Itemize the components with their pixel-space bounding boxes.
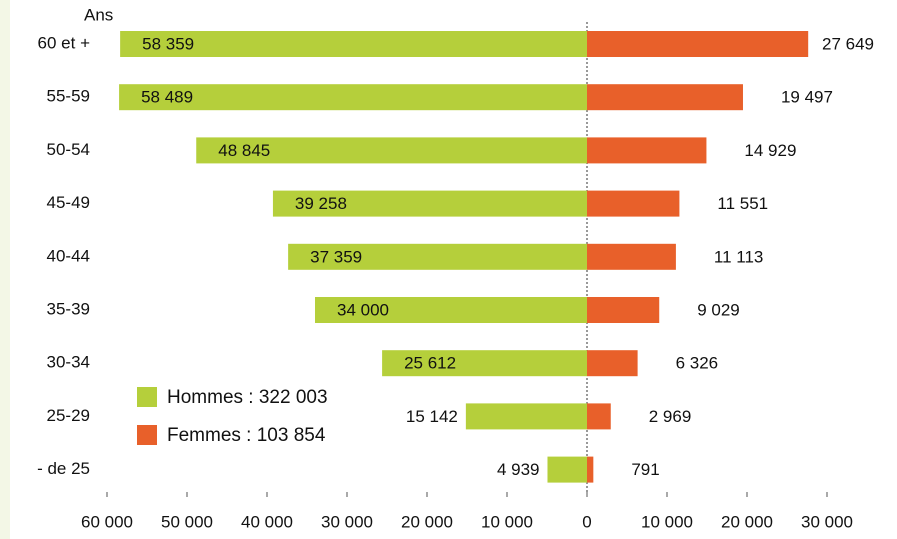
x-tick-label: 10 000 — [641, 512, 693, 531]
bar — [587, 190, 680, 217]
value-label: 2 969 — [649, 407, 692, 426]
y-tick-label: 60 et + — [38, 33, 91, 52]
bar — [587, 456, 594, 483]
x-tick-label: 30 000 — [321, 512, 373, 531]
value-label: 4 939 — [497, 460, 540, 479]
value-label: 58 489 — [141, 88, 193, 107]
side-strip — [0, 0, 10, 539]
value-label: 39 258 — [295, 194, 347, 213]
y-tick-label: 50-54 — [47, 140, 90, 159]
y-tick-label: 25-29 — [47, 406, 90, 425]
bar — [547, 456, 587, 483]
y-tick-label: - de 25 — [37, 459, 90, 478]
bar — [196, 137, 588, 164]
bar — [587, 350, 638, 377]
y-tick-label: 30-34 — [47, 353, 90, 372]
bar — [587, 403, 611, 430]
bar — [465, 403, 587, 430]
bar — [587, 31, 809, 57]
x-tick-label: 0 — [582, 512, 591, 531]
legend-swatch — [137, 425, 157, 445]
y-tick-label: 40-44 — [47, 246, 90, 265]
bar — [120, 31, 588, 57]
value-label: 25 612 — [404, 354, 456, 373]
value-label: 27 649 — [822, 34, 874, 53]
x-tick-label: 30 000 — [801, 512, 853, 531]
value-label: 19 497 — [781, 88, 833, 107]
bar — [119, 84, 587, 111]
x-tick-label: 60 000 — [81, 512, 133, 531]
y-tick-label: 35-39 — [47, 299, 90, 318]
bar — [382, 350, 587, 377]
legend-label: Femmes : 103 854 — [167, 425, 326, 446]
bar — [587, 137, 707, 164]
bar — [587, 84, 743, 111]
value-label: 58 359 — [142, 34, 194, 53]
value-label: 15 142 — [406, 407, 458, 426]
x-tick-label: 40 000 — [241, 512, 293, 531]
value-label: 11 551 — [717, 194, 768, 213]
value-label: 37 359 — [310, 247, 362, 266]
value-label: 6 326 — [676, 354, 719, 373]
value-label: 9 029 — [697, 300, 740, 319]
x-tick-label: 20 000 — [401, 512, 453, 531]
bar — [315, 297, 587, 323]
legend-swatch — [137, 387, 157, 407]
x-tick-label: 20 000 — [721, 512, 773, 531]
legend-label: Hommes : 322 003 — [167, 387, 328, 408]
bar — [587, 243, 676, 270]
y-axis-label: Ans — [84, 5, 113, 24]
bar — [288, 243, 587, 270]
value-label: 11 113 — [714, 247, 763, 266]
bar — [272, 190, 587, 217]
y-tick-label: 45-49 — [47, 193, 90, 212]
value-label: 34 000 — [337, 300, 389, 319]
value-label: 791 — [631, 460, 659, 479]
value-label: 48 845 — [218, 141, 270, 160]
bar — [587, 297, 660, 323]
x-tick-label: 10 000 — [481, 512, 533, 531]
y-tick-label: 55-59 — [47, 87, 90, 106]
value-label: 14 929 — [744, 141, 796, 160]
x-tick-label: 50 000 — [161, 512, 213, 531]
